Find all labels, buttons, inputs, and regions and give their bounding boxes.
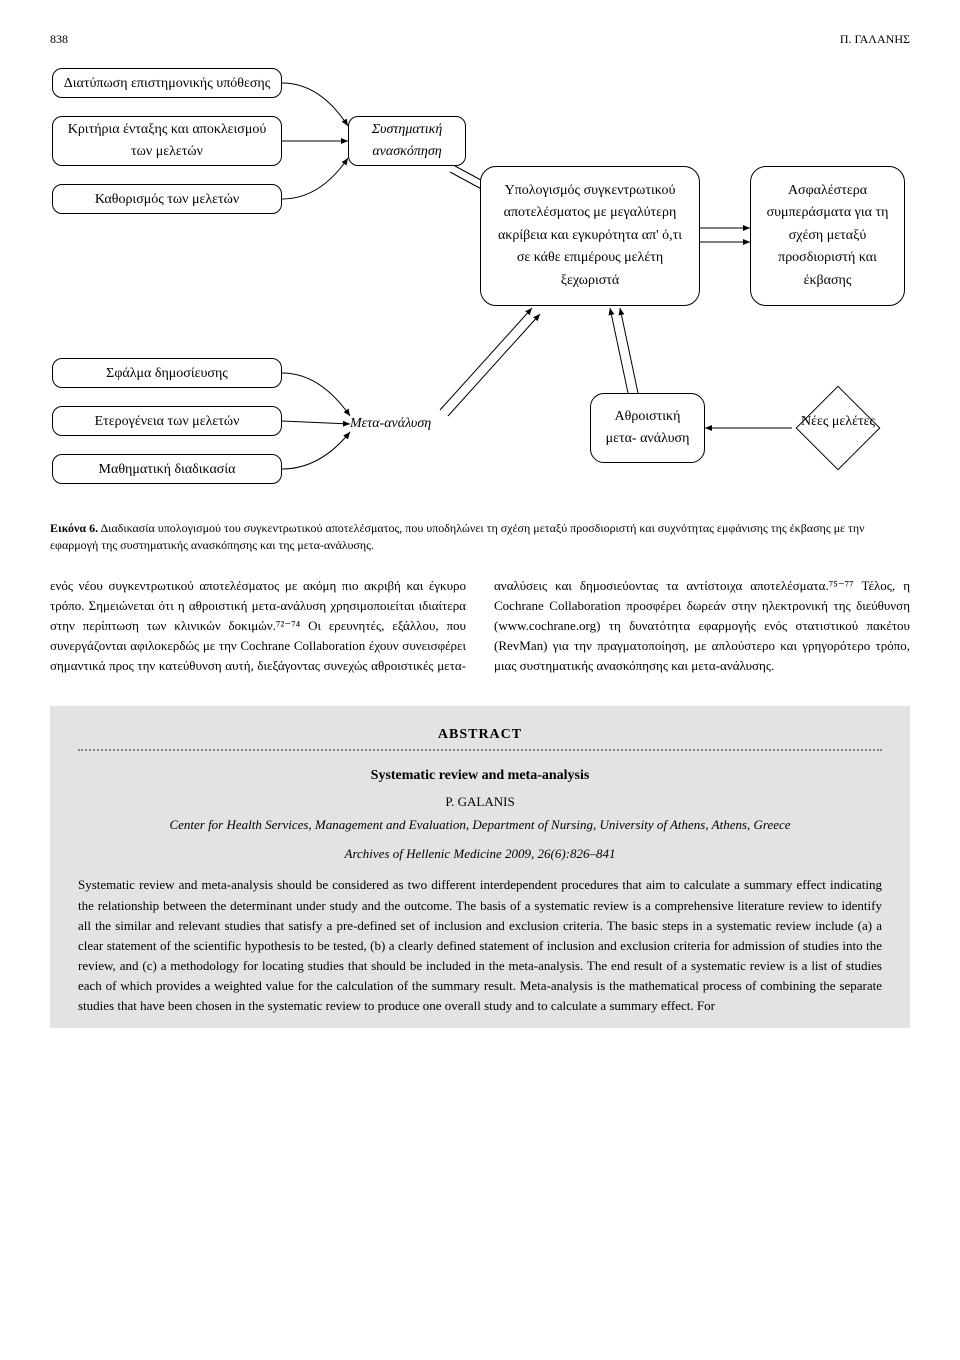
node-label: Μαθηματική διαδικασία xyxy=(99,459,236,480)
node-label: Ασφαλέστερα συμπεράσματα για τη σχέση με… xyxy=(761,180,894,292)
node-cumulative-meta: Αθροιστική μετα- ανάλυση xyxy=(590,393,705,463)
page-number: 838 xyxy=(50,30,68,48)
abstract-section: ABSTRACT Systematic review and meta-anal… xyxy=(50,706,910,1028)
node-label: Συστηματική ανασκόπηση xyxy=(359,119,455,164)
node-meta-analysis: Μετα-ανάλυση xyxy=(350,413,470,434)
abstract-title: Systematic review and meta-analysis xyxy=(78,765,882,786)
node-label: Διατύπωση επιστημονικής υπόθεσης xyxy=(64,73,271,94)
node-studies-def: Καθορισμός των μελετών xyxy=(52,184,282,214)
node-label: Σφάλμα δημοσίευσης xyxy=(106,363,228,384)
header-author: Π. ΓΑΛΑΝΗΣ xyxy=(840,30,910,48)
node-math-procedure: Μαθηματική διαδικασία xyxy=(52,454,282,484)
node-criteria: Κριτήρια ένταξης και αποκλεισμού των μελ… xyxy=(52,116,282,166)
node-label: Υπολογισμός συγκεντρωτικού αποτελέσματος… xyxy=(491,180,689,292)
body-paragraph: ενός νέου συγκεντρωτικού αποτελέσματος μ… xyxy=(50,576,910,677)
node-label: Μετα-ανάλυση xyxy=(350,416,431,431)
flowchart-diagram: Διατύπωση επιστημονικής υπόθεσης Κριτήρι… xyxy=(50,68,910,508)
dotted-divider xyxy=(78,749,882,751)
node-summary-calc: Υπολογισμός συγκεντρωτικού αποτελέσματος… xyxy=(480,166,700,306)
caption-label: Εικόνα 6. xyxy=(50,521,98,535)
node-label: Κριτήρια ένταξης και αποκλεισμού των μελ… xyxy=(63,119,271,164)
node-heterogeneity: Ετερογένεια των μελετών xyxy=(52,406,282,436)
node-systematic-review: Συστηματική ανασκόπηση xyxy=(348,116,466,166)
caption-text: Διαδικασία υπολογισμού του συγκεντρωτικο… xyxy=(50,521,865,552)
node-label: Αθροιστική μετα- ανάλυση xyxy=(601,406,694,451)
page-header: 838 Π. ΓΑΛΑΝΗΣ xyxy=(50,30,910,48)
node-conclusions: Ασφαλέστερα συμπεράσματα για τη σχέση με… xyxy=(750,166,905,306)
abstract-affiliation: Center for Health Services, Management a… xyxy=(78,816,882,834)
node-new-studies: Νέες μελέτες xyxy=(793,411,883,432)
node-hypothesis: Διατύπωση επιστημονικής υπόθεσης xyxy=(52,68,282,98)
body-text: ενός νέου συγκεντρωτικού αποτελέσματος μ… xyxy=(50,578,910,674)
abstract-author: P. GALANIS xyxy=(78,792,882,812)
node-label: Νέες μελέτες xyxy=(801,414,875,429)
node-pub-bias: Σφάλμα δημοσίευσης xyxy=(52,358,282,388)
figure-caption: Εικόνα 6. Διαδικασία υπολογισμού του συγ… xyxy=(50,520,910,554)
abstract-reference: Archives of Hellenic Medicine 2009, 26(6… xyxy=(78,844,882,864)
node-label: Ετερογένεια των μελετών xyxy=(95,411,240,432)
node-label: Καθορισμός των μελετών xyxy=(95,189,239,210)
abstract-body: Systematic review and meta-analysis shou… xyxy=(78,875,882,1016)
abstract-heading: ABSTRACT xyxy=(78,724,882,745)
